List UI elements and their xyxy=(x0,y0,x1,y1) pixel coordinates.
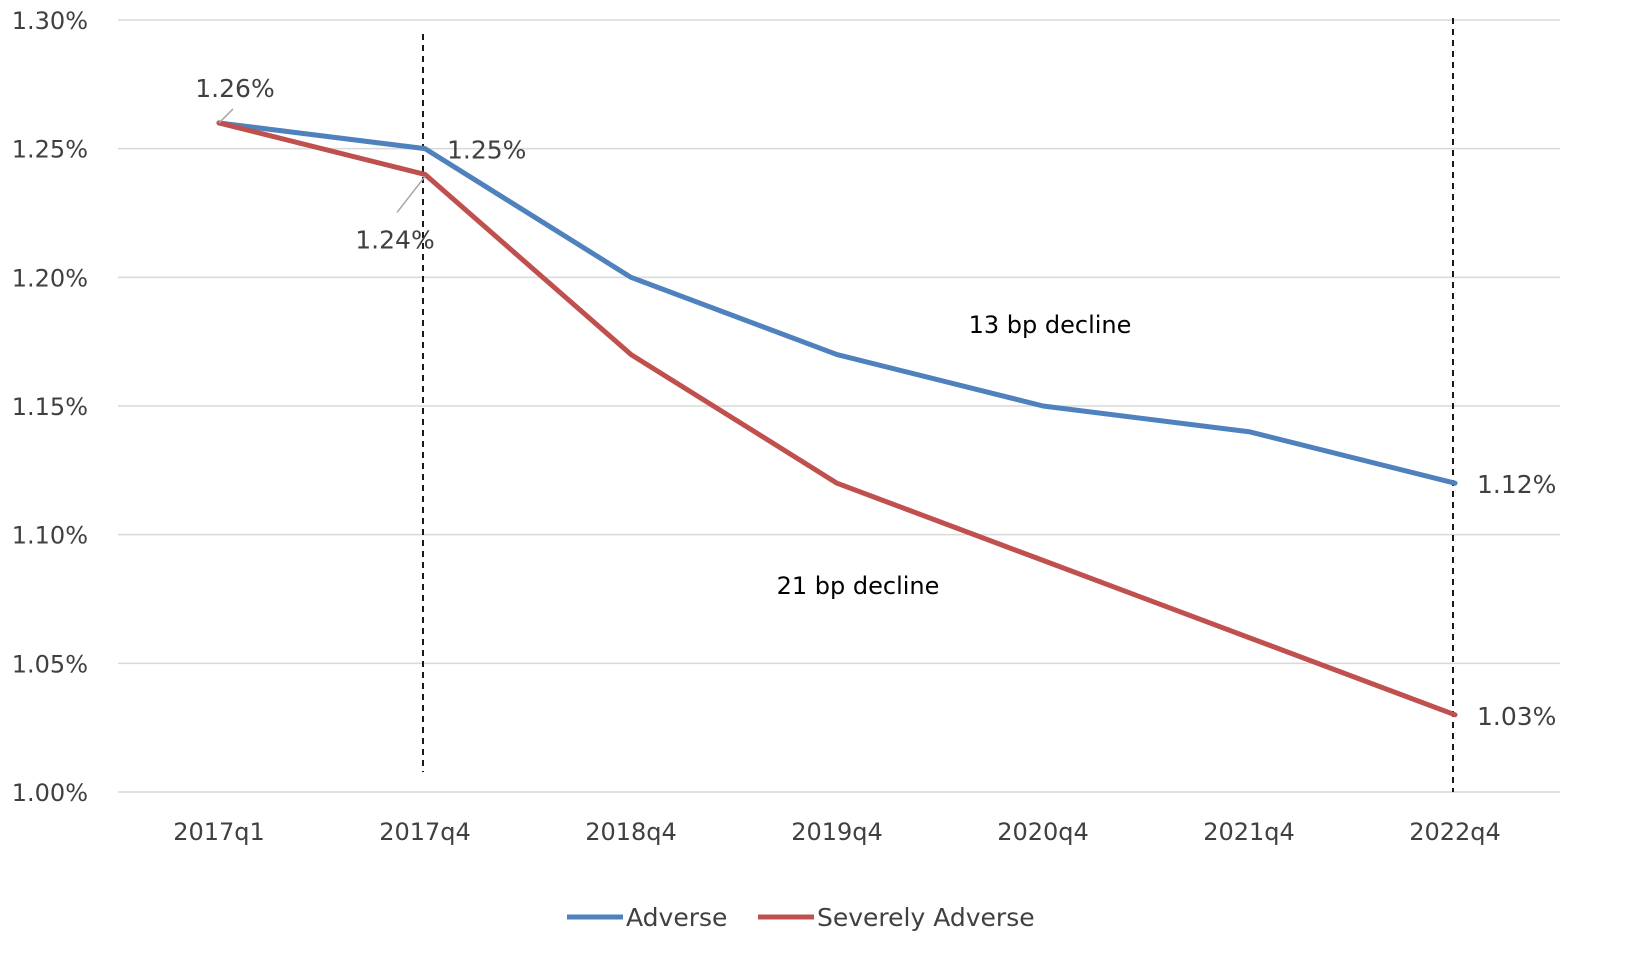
x-tick-label: 2022q4 xyxy=(1409,818,1501,846)
x-tick-label: 2021q4 xyxy=(1203,818,1295,846)
series-lines xyxy=(216,120,1458,718)
data-label-leaders xyxy=(218,108,426,213)
x-tick-label: 2017q1 xyxy=(173,818,265,846)
annotations: 13 bp decline 21 bp decline xyxy=(777,311,1132,600)
data-label: 1.26% xyxy=(195,74,274,103)
annotation-text: 21 bp decline xyxy=(777,572,940,600)
x-tick-label: 2017q4 xyxy=(379,818,471,846)
legend[interactable]: Adverse Severely Adverse xyxy=(567,903,1035,932)
data-label: 1.24% xyxy=(355,225,434,254)
y-tick-label: 1.10% xyxy=(12,522,88,550)
y-tick-label: 1.00% xyxy=(12,779,88,807)
y-tick-label: 1.05% xyxy=(12,650,88,678)
gridlines xyxy=(118,19,1560,793)
series-line-severely-adverse xyxy=(216,120,1458,718)
y-tick-label: 1.20% xyxy=(12,264,88,292)
data-label: 1.25% xyxy=(447,136,526,165)
y-tick-label: 1.30% xyxy=(12,7,88,35)
y-axis-tick-labels: 1.00% 1.05% 1.10% 1.15% 1.20% 1.25% 1.30% xyxy=(12,7,88,807)
data-label: 1.12% xyxy=(1477,470,1556,499)
data-label-leader xyxy=(396,175,426,213)
x-tick-label: 2020q4 xyxy=(997,818,1089,846)
x-tick-label: 2019q4 xyxy=(791,818,883,846)
legend-label: Severely Adverse xyxy=(817,903,1035,932)
data-label-leader xyxy=(218,108,234,124)
legend-item-severely-adverse[interactable]: Severely Adverse xyxy=(758,903,1035,932)
y-tick-label: 1.25% xyxy=(12,136,88,164)
y-tick-label: 1.15% xyxy=(12,393,88,421)
data-label: 1.03% xyxy=(1477,702,1556,731)
reference-lines xyxy=(422,18,1454,792)
x-tick-label: 2018q4 xyxy=(585,818,677,846)
series-line-adverse xyxy=(216,120,1458,486)
legend-item-adverse[interactable]: Adverse xyxy=(567,903,727,932)
x-axis-tick-labels: 2017q1 2017q4 2018q4 2019q4 2020q4 2021q4 2022… xyxy=(173,818,1501,846)
legend-label: Adverse xyxy=(626,903,727,932)
annotation-text: 13 bp decline xyxy=(969,311,1132,339)
data-labels: 1.26% 1.25% 1.24% 1.12% 1.03% xyxy=(195,74,1556,731)
